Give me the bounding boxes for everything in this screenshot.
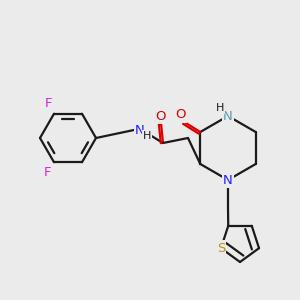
Text: O: O xyxy=(156,110,166,122)
Text: F: F xyxy=(44,166,52,179)
Text: N: N xyxy=(223,110,233,122)
Text: F: F xyxy=(44,97,52,110)
Text: H: H xyxy=(143,131,151,141)
Text: N: N xyxy=(135,124,145,136)
Text: H: H xyxy=(216,103,224,113)
Text: O: O xyxy=(175,109,185,122)
Text: N: N xyxy=(223,173,233,187)
Text: S: S xyxy=(217,242,225,255)
